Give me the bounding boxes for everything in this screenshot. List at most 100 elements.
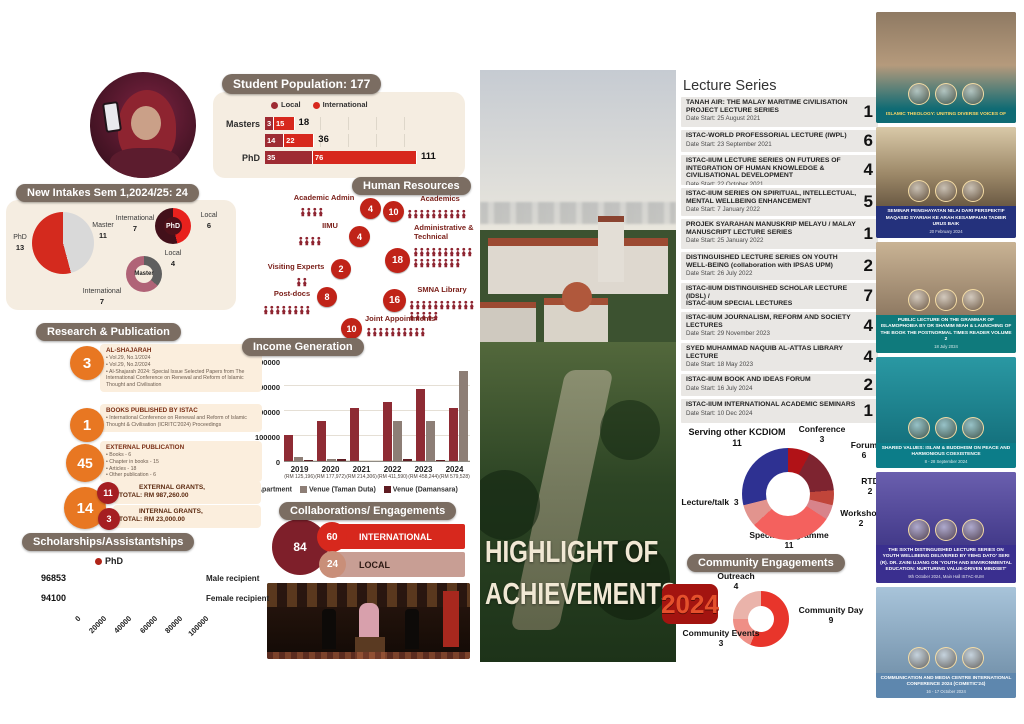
kcdiom-donut [742, 448, 834, 540]
poster-date: 8 - 28 September 2024 [924, 459, 968, 464]
al-shajarah-bullet: Vol.29, No.1/2024 [106, 355, 257, 362]
phd-origin-donut: PhD [155, 208, 191, 244]
hero-title-line1: HIGHLIGHT OF [485, 534, 659, 569]
poster-photo [876, 127, 1016, 207]
event-poster: The Sixth Distinguished Lecture Series o… [876, 472, 1016, 583]
poster-photo [876, 472, 1016, 546]
phd-local-segment: 35 [265, 151, 313, 164]
event-poster: Seminar Penghayatan Nilai Dari Perspekti… [876, 127, 1016, 238]
poster-date: 20 February 2024 [929, 229, 963, 234]
external-publication-bullet: Articles - 18 [106, 466, 257, 473]
external-grants-card: EXTERNAL GRANTS, TOTAL: RM 987,260.00 [113, 481, 261, 504]
poster-caption: Communication and Media Centre Internati… [880, 675, 1012, 687]
international-legend-dot [312, 101, 320, 109]
lecture-series-item: DISTINGUISHED LECTURE SERIES ON YOUTH WE… [681, 252, 878, 280]
income-2023-bars [416, 362, 445, 461]
master-origin-donut: Master [126, 256, 162, 292]
master-donut-center: Master [134, 265, 154, 283]
year-total: (RM 125,196) [284, 474, 315, 480]
local-legend-label: Local [281, 100, 301, 109]
income-generation-title: Income Generation [242, 338, 364, 356]
lecture-series-list: TANAH AIR: THE MALAY MARITIME CIVILISATI… [681, 97, 878, 426]
damansara-legend-swatch [383, 486, 391, 493]
lecture-date: Date Start: 10 Dec 2024 [686, 409, 753, 417]
new-intakes-title: New Intakes Sem 1,2024/25: 24 [16, 184, 199, 202]
academic-admin-icons [300, 207, 350, 218]
lecture-title: ISTAC-WORLD PROFESSORIAL LECTURE (IWPL) [686, 132, 847, 139]
lecture-date: Date Start: 23 September 2021 [686, 140, 772, 148]
master-international-label: International 7 [82, 288, 122, 306]
iimu-label: IIMU [322, 221, 338, 230]
event-poster: Communication and Media Centre Internati… [876, 587, 1016, 698]
female-recipient-value: 94100 [40, 593, 66, 603]
taman-duta-legend-label: Venue (Taman Duta) [309, 486, 376, 494]
lecture-count: 6 [863, 131, 873, 150]
apartment-bar [317, 421, 326, 461]
event-photo [267, 583, 470, 659]
lecture-title: ISTAC-IIUM LECTURE SERIES ON FUTURES OF … [686, 157, 841, 180]
lecture-title: ISTAC-IIUM INTERNATIONAL ACADEMIC SEMINA… [686, 401, 856, 408]
year-total: (RM 177,972) [315, 474, 346, 480]
masters-bar: 3 15 18 [265, 117, 417, 130]
academics-count: 10 [383, 201, 404, 222]
poster-caption-band: Islamic Theology: Uniting Diverse Voices… [876, 108, 1016, 123]
books-published-card: BOOKS PUBLISHED BY ISTAC International C… [100, 404, 262, 432]
masters-total: 18 [298, 117, 310, 128]
year-badge: 2024 [661, 584, 719, 624]
damansara-bar [304, 459, 313, 461]
figure-silhouette [405, 609, 419, 649]
external-grants-total: TOTAL: RM 987,260.00 [119, 492, 189, 500]
lecture-series-item: ISTAC-IIUM INTERNATIONAL ACADEMIC SEMINA… [681, 399, 878, 423]
lecture-title: ISTAC-IIUM JOURNALISM, REFORM AND SOCIET… [686, 314, 851, 329]
damansara-bar [337, 458, 346, 461]
lecture-title: ISTAC-IIUM BOOK AND IDEAS FORUM [686, 376, 811, 383]
taman-duta-bar [426, 421, 435, 461]
masters-local-segment: 3 [265, 117, 274, 130]
local-legend-dot [271, 101, 278, 109]
y-tick: 400000 [254, 358, 280, 367]
year-label: 2020 [321, 465, 340, 474]
lecture-date: Date Start: 29 November 2023 [686, 330, 770, 338]
lecture-series-item: ISTAC-IIUM BOOK AND IDEAS FORUM Date Star… [681, 374, 878, 396]
lecture-series-item: ISTAC-IIUM LECTURE SERIES ON FUTURES OF … [681, 155, 878, 185]
local-bubble: 24 [319, 551, 346, 578]
al-shajarah-bullet: Vol.29, No.2/2024 [106, 362, 257, 369]
poster-date: 18 July 2024 [934, 344, 958, 349]
middle-international-segment: 22 [284, 134, 315, 147]
masters-row: Masters 3 15 18 [221, 116, 417, 131]
al-shajarah-count: 3 [70, 346, 104, 380]
phd-row: PhD 35 76 111 [221, 150, 436, 165]
intake-master-label: Master 11 [92, 222, 114, 240]
forum-label: Forum 6 [850, 440, 878, 461]
female-recipient-label: Female recipient [206, 593, 270, 603]
middle-row: 14 22 36 [221, 133, 417, 148]
dress-shape [110, 148, 180, 178]
year-label: 2022 [383, 465, 402, 474]
lecture-series-item: TANAH AIR: THE MALAY MARITIME CIVILISATI… [681, 97, 878, 127]
poster-caption-band: Seminar Penghayatan Nilai Dari Perspekti… [876, 206, 1016, 238]
photo-insets [876, 82, 1016, 105]
external-grants-label: EXTERNAL GRANTS, [139, 484, 205, 491]
community-events-label: Community Events 3 [682, 628, 760, 649]
community-donut [733, 591, 789, 647]
y-tick: 0 [275, 458, 280, 467]
female-recipient-row: 94100 Female recipient [12, 590, 269, 606]
scholarships-legend: PhD [95, 556, 123, 566]
apartment-bar [449, 407, 458, 461]
tree-clump [480, 470, 540, 540]
books-published-count: 1 [70, 408, 104, 442]
master-local-label: Local 4 [164, 250, 182, 268]
smna-library-count: 16 [383, 289, 406, 312]
damansara-bar [403, 458, 412, 461]
internal-grants-label: INTERNAL GRANTS, [139, 508, 203, 515]
apartment-bar [350, 407, 359, 461]
taman-duta-bar [327, 459, 336, 461]
lecture-series-item: ISTAC-IIUM JOURNALISM, REFORM AND SOCIET… [681, 312, 878, 340]
phd-international-segment: 76 [312, 151, 417, 164]
academics-label: Academics [420, 194, 460, 203]
poster-caption: Shared Values: Islam & Buddhism on Peace… [881, 445, 1011, 457]
lecture-series-title: Lecture Series [683, 78, 777, 94]
apartment-bar [383, 401, 392, 461]
income-2019-bars [284, 362, 313, 461]
y-tick: 300000 [254, 383, 280, 392]
